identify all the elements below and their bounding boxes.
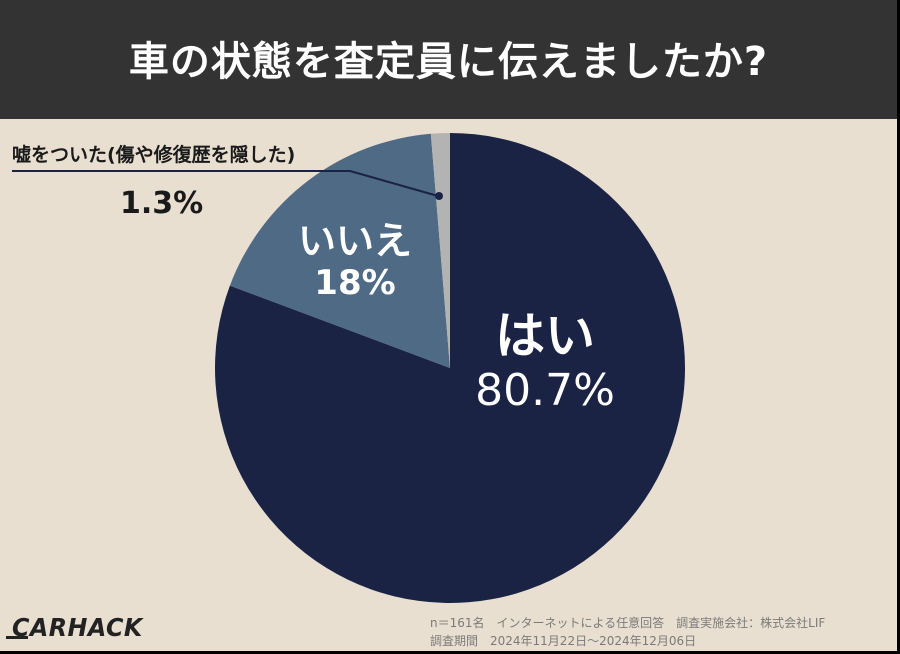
slice-pct-no: 18% — [314, 262, 396, 303]
carhack-logo: CARHACK — [12, 613, 143, 642]
callout-dot — [435, 192, 443, 200]
callout-leader-line — [12, 170, 439, 197]
slice-pct-yes: 80.7% — [475, 364, 615, 416]
pie-slice-yes — [215, 133, 685, 604]
survey-note-line1: n＝161名 インターネットによる任意回答 調査実施会社：株式会社LIF — [430, 616, 826, 630]
slice-name-yes: はい — [495, 307, 595, 365]
logo-speed-line — [6, 636, 28, 639]
callout-label-lied: 嘘をついた(傷や修復歴を隠した) — [12, 144, 296, 166]
slice-label-yes: はい 80.7% — [455, 307, 635, 416]
slice-label-no: いいえ 18% — [280, 219, 430, 303]
pie-slice-no — [229, 133, 450, 368]
header-bar: 車の状態を査定員に伝えましたか? — [0, 0, 897, 119]
pie-slice-lied — [430, 133, 450, 368]
page-title: 車の状態を査定員に伝えましたか? — [128, 38, 769, 85]
slice-name-no: いいえ — [297, 219, 412, 263]
survey-note-line2: 調査期間 2024年11月22日～2024年12月06日 — [430, 634, 697, 648]
callout-value-lied: 1.3% — [120, 186, 204, 221]
